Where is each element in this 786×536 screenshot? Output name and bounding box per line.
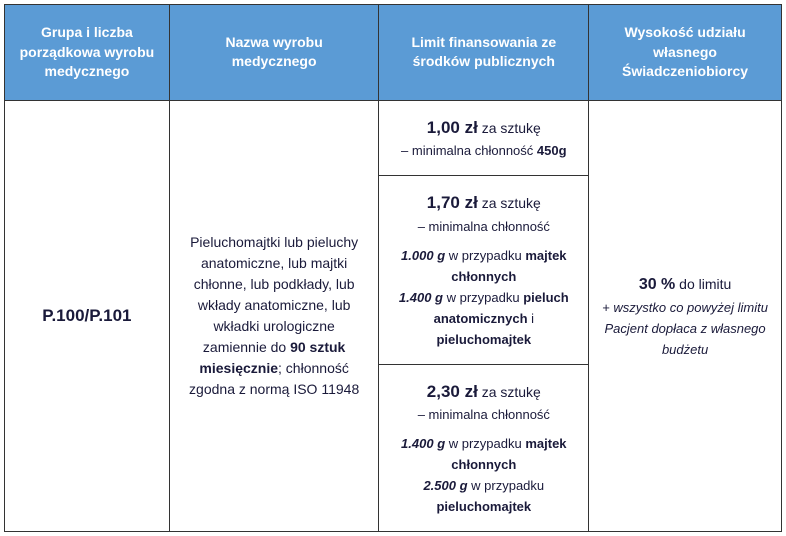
b3-2: pieluchomajtek [436,499,531,514]
w2-2: 1.400 g [399,290,443,305]
t3-2: w przypadku [468,478,545,493]
sub-1: – minimalna chłonność [401,143,537,158]
desc-text1: Pieluchomajtki lub pieluchy anatomiczne,… [190,234,358,355]
w3-2: 2.500 g [423,478,467,493]
per-3: za sztukę [478,384,541,400]
sub-2: – minimalna chłonność [418,219,550,234]
per-1: za sztukę [478,120,541,136]
header-col3: Limit finansowania ze środków publicznyc… [379,5,589,101]
t3-1: w przypadku [445,436,525,451]
w3-1: 1.400 g [401,436,445,451]
header-row: Grupa i liczba porządkowa wyrobu medyczn… [5,5,782,101]
per-2: za sztukę [478,195,541,211]
header-col2: Nazwa wyrobu medycznego [169,5,379,101]
header-col1: Grupa i liczba porządkowa wyrobu medyczn… [5,5,170,101]
limit-tier-3: 2,30 zł za sztukę – minimalna chłonność … [379,364,589,532]
product-name: Pieluchomajtki lub pieluchy anatomiczne,… [169,100,379,532]
limit-tier-1: 1,00 zł za sztukę – minimalna chłonność … [379,100,589,176]
sub-3: – minimalna chłonność [418,407,550,422]
price-3: 2,30 zł [427,382,478,401]
product-code: P.100/P.101 [5,100,170,532]
b2-3: pieluchomajtek [436,332,531,347]
table-row: P.100/P.101 Pieluchomajtki lub pieluchy … [5,100,782,176]
limit-tier-2: 1,70 zł za sztukę – minimalna chłonność … [379,176,589,365]
t2-1: w przypadku [445,248,525,263]
patient-share: 30 % do limitu + wszystko co powyżej lim… [589,100,782,532]
price-2: 1,70 zł [427,193,478,212]
percent-text: do limitu [675,276,731,292]
and-2: i [528,311,535,326]
share-note: + wszystko co powyżej limitu Pacjent dop… [602,300,768,357]
weight-1: 450g [537,143,567,158]
w2-1: 1.000 g [401,248,445,263]
percent-value: 30 % [639,276,675,293]
t2-2: w przypadku [443,290,523,305]
price-1: 1,00 zł [427,118,478,137]
financing-table: Grupa i liczba porządkowa wyrobu medyczn… [4,4,782,532]
header-col4: Wysokość udziału własnego Świadczeniobio… [589,5,782,101]
